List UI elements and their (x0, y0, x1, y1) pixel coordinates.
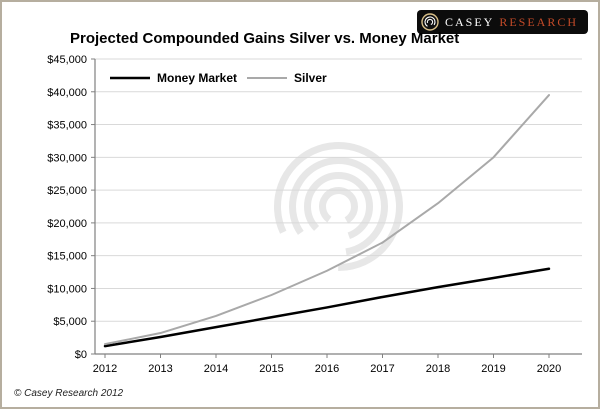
x-tick-label: 2014 (204, 363, 228, 375)
copyright-text: © Casey Research 2012 (14, 388, 124, 399)
y-tick-label: $30,000 (47, 152, 87, 164)
x-tick-label: 2015 (259, 363, 283, 375)
x-tick-label: 2019 (481, 363, 505, 375)
casey-research-logo: CASEY RESEARCH (416, 10, 588, 34)
x-tick-label: 2018 (426, 363, 450, 375)
y-tick-label: $35,000 (47, 120, 87, 132)
y-tick-label: $15,000 (47, 251, 87, 263)
watermark-ring (304, 172, 373, 241)
x-tick-label: 2017 (370, 363, 394, 375)
brand-name-first: CASEY (444, 14, 495, 29)
y-tick-label: $10,000 (47, 283, 87, 295)
brand-name-second: RESEARCH (499, 14, 578, 29)
watermark-ring (289, 157, 388, 256)
series-line-silver (104, 94, 550, 346)
x-tick-label: 2020 (537, 363, 561, 375)
y-tick-label: $20,000 (47, 218, 87, 230)
y-tick-label: $45,000 (47, 54, 87, 66)
series-line-money-market (103, 267, 551, 348)
concentric-rings-icon (421, 13, 439, 31)
y-tick-label: $25,000 (47, 185, 87, 197)
y-tick-label: $40,000 (47, 87, 87, 99)
chart-title: Projected Compounded Gains Silver vs. Mo… (70, 30, 460, 47)
y-tick-label: $5,000 (53, 316, 87, 328)
y-tick-label: $0 (75, 349, 87, 361)
chart-svg: $0 $5,000 $10,000 $15,000 $20,000 $25,000 $30,… (47, 54, 582, 375)
x-tick-label: 2013 (148, 363, 172, 375)
legend-label: Silver (294, 71, 327, 85)
watermark-ring (274, 142, 403, 271)
watermark-ring (318, 187, 358, 226)
legend-label: Money Market (157, 71, 237, 85)
x-tick-label: 2012 (93, 363, 117, 375)
x-tick-label: 2016 (315, 363, 339, 375)
chart-plot-area: $0 $5,000 $10,000 $15,000 $20,000 $25,000 $30,… (10, 52, 592, 377)
